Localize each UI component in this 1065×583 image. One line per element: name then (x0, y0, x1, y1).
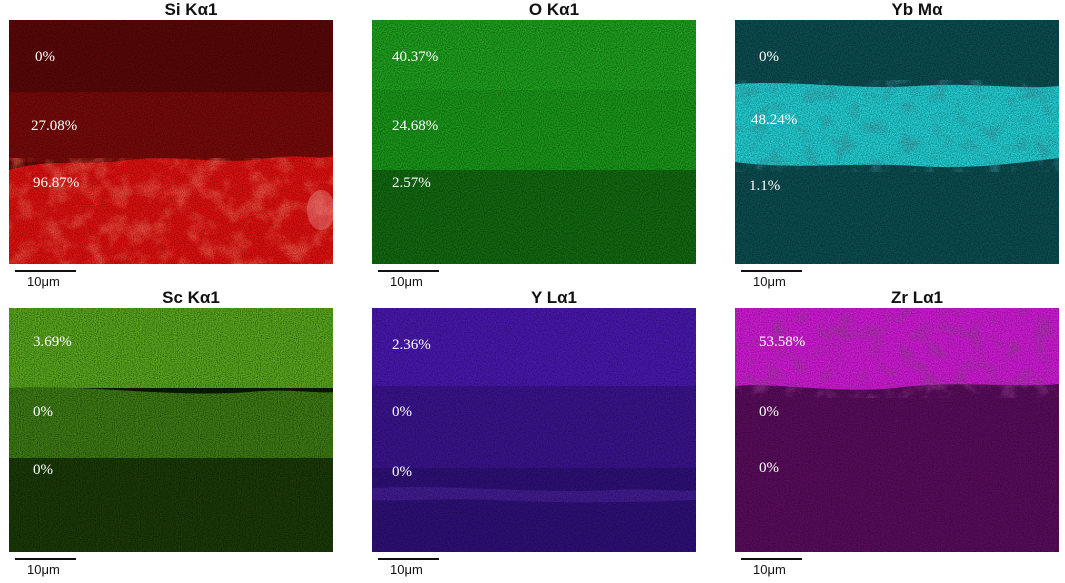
element-map-image (735, 308, 1059, 552)
sc-map-picture (9, 308, 333, 552)
scale-bar (741, 270, 802, 272)
element-map-image (9, 308, 333, 552)
concentration-label-bottom: 2.57% (392, 175, 431, 191)
element-map-image (9, 20, 333, 264)
si-map-picture (9, 20, 333, 264)
map-tile-yb: Yb Mα 0% 48.24% (735, 0, 1065, 289)
concentration-label-middle: 0% (759, 404, 779, 420)
scale-bar (741, 558, 802, 560)
yb-map-picture (735, 20, 1059, 264)
scale-bar (15, 558, 76, 560)
concentration-label-top: 3.69% (33, 334, 72, 350)
concentration-label-top: 0% (35, 49, 55, 65)
concentration-label-middle: 27.08% (31, 118, 78, 134)
concentration-label-top: 40.37% (392, 49, 439, 65)
map-title: Yb Mα (891, 0, 943, 19)
map-tile-o: O Kα1 40.37% 24.68% 2.57% 10μm (372, 0, 736, 289)
concentration-label-top: 2.36% (392, 337, 431, 353)
y-map-picture (372, 308, 696, 552)
map-title: Y Lα1 (530, 288, 578, 307)
zr-map-picture (735, 308, 1059, 552)
concentration-label-top: 0% (759, 49, 779, 65)
scale-bar-label: 10μm (390, 274, 423, 289)
o-map-picture (372, 20, 696, 264)
element-map-image (735, 20, 1059, 264)
map-title: Zr Lα1 (890, 288, 943, 307)
concentration-label-bottom: 1.1% (749, 178, 781, 194)
scale-bar (378, 270, 439, 272)
scale-bar-label: 10μm (390, 562, 423, 577)
concentration-label-middle: 0% (33, 404, 53, 420)
scale-bar (15, 270, 76, 272)
scale-bar-label: 10μm (753, 562, 786, 577)
concentration-label-middle: 48.24% (751, 112, 798, 128)
map-tile-sc: Sc Kα1 3.69% 0% 0% 10μm (9, 288, 373, 577)
scale-bar-label: 10μm (753, 274, 786, 289)
scale-bar (378, 558, 439, 560)
map-title: Si Kα1 (164, 0, 218, 19)
map-title: Sc Kα1 (162, 288, 220, 307)
element-map-image (372, 20, 696, 264)
map-tile-zr: Zr Lα1 53.58% 0% (735, 288, 1065, 577)
concentration-label-top: 53.58% (759, 334, 806, 350)
concentration-label-middle: 0% (392, 404, 412, 420)
map-tile-y: Y Lα1 2.36% 0% 0% 10μm (372, 288, 736, 577)
scale-bar-label: 10μm (27, 274, 60, 289)
map-title: O Kα1 (528, 0, 580, 19)
scale-bar-label: 10μm (27, 562, 60, 577)
element-map-image (372, 308, 696, 552)
concentration-label-bottom: 0% (33, 462, 53, 478)
concentration-label-bottom: 96.87% (33, 175, 80, 191)
concentration-label-bottom: 0% (392, 464, 412, 480)
concentration-label-bottom: 0% (759, 460, 779, 476)
concentration-label-middle: 24.68% (392, 118, 439, 134)
map-tile-si: Si Kα1 (9, 0, 373, 289)
